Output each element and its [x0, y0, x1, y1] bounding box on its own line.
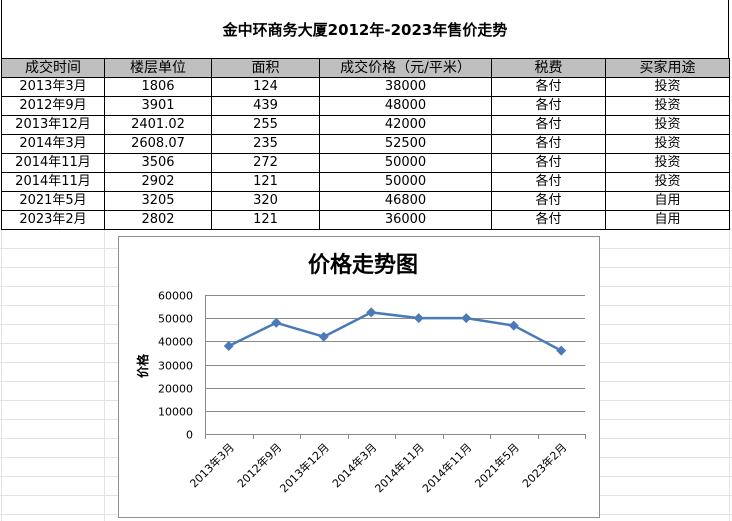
cell-floor-unit: 2802: [104, 210, 212, 230]
cell-tax: 各付: [491, 210, 606, 230]
cell-floor-unit: 2608.07: [104, 134, 212, 154]
cell-price: 36000: [319, 210, 492, 230]
cell-area: 320: [211, 191, 320, 211]
page-title: 金中环商务大厦2012年-2023年售价走势: [1, 0, 729, 58]
x-tick-label: 2014年11月: [372, 440, 427, 495]
cell-buyer-use: 投资: [605, 96, 730, 116]
cell-tax: 各付: [491, 77, 606, 97]
chart-canvas: 价格走势图 价格 0 10000 20000 30000 40000 50000 60000…: [135, 252, 586, 495]
cell-buyer-use: 投资: [605, 115, 730, 135]
cell-area: 121: [211, 210, 320, 230]
sales-table: 成交时间 楼层单位 面积 成交价格（元/平米） 税费 买家用途 2013年3月 …: [1, 58, 730, 230]
cell-buyer-use: 投资: [605, 153, 730, 173]
cell-buyer-use: 投资: [605, 134, 730, 154]
header-price: 成交价格（元/平米）: [319, 58, 492, 78]
data-point-marker: [556, 345, 567, 356]
cell-tax: 各付: [491, 172, 606, 192]
cell-floor-unit: 2401.02: [104, 115, 212, 135]
cell-area: 255: [211, 115, 320, 135]
series-line: [228, 311, 562, 352]
cell-area: 439: [211, 96, 320, 116]
cell-price: 50000: [319, 153, 492, 173]
cell-buyer-use: 自用: [605, 210, 730, 230]
cell-floor-unit: 3506: [104, 153, 212, 173]
x-tick-label: 2021年5月: [472, 440, 522, 490]
cell-floor-unit: 3901: [104, 96, 212, 116]
header-area: 面积: [211, 58, 320, 78]
cell-buyer-use: 自用: [605, 191, 730, 211]
cell-price: 38000: [319, 77, 492, 97]
table-row: 2012年9月 3901 439 48000 各付 投资: [1, 96, 730, 116]
chart-title: 价格走势图: [308, 252, 418, 278]
x-tick-label: 2012年9月: [234, 440, 284, 490]
y-tick-label: 0: [186, 429, 193, 442]
cell-deal-time: 2023年2月: [1, 210, 105, 230]
cell-price: 42000: [319, 115, 492, 135]
x-tick-label: 2014年3月: [329, 440, 379, 490]
cell-deal-time: 2014年11月: [1, 172, 105, 192]
data-point-marker: [413, 313, 424, 324]
table-row: 2014年11月 2902 121 50000 各付 投资: [1, 172, 730, 192]
cell-tax: 各付: [491, 134, 606, 154]
x-tick-label: 2023年2月: [519, 440, 569, 490]
y-axis-label: 价格: [135, 353, 150, 378]
data-point-marker: [508, 320, 519, 331]
cell-buyer-use: 投资: [605, 77, 730, 97]
price-trend-chart[interactable]: 价格走势图 价格 0 10000 20000 30000 40000 50000 60000…: [118, 236, 600, 518]
cell-deal-time: 2013年3月: [1, 77, 105, 97]
cell-deal-time: 2021年5月: [1, 191, 105, 211]
cell-tax: 各付: [491, 191, 606, 211]
cell-floor-unit: 3205: [104, 191, 212, 211]
cell-deal-time: 2014年3月: [1, 134, 105, 154]
x-tick-label: 2013年3月: [187, 440, 237, 490]
y-tick-label: 10000: [158, 406, 193, 419]
cell-deal-time: 2012年9月: [1, 96, 105, 116]
cell-price: 50000: [319, 172, 492, 192]
cell-tax: 各付: [491, 115, 606, 135]
y-tick-label: 60000: [158, 290, 193, 303]
table-row: 2021年5月 3205 320 46800 各付 自用: [1, 191, 730, 211]
y-tick-label: 50000: [158, 313, 193, 326]
cell-area: 124: [211, 77, 320, 97]
cell-floor-unit: 2902: [104, 172, 212, 192]
header-buyer-use: 买家用途: [605, 58, 730, 78]
cell-price: 46800: [319, 191, 492, 211]
header-deal-time: 成交时间: [1, 58, 105, 78]
y-tick-label: 30000: [158, 360, 193, 373]
cell-buyer-use: 投资: [605, 172, 730, 192]
table-row: 2013年12月 2401.02 255 42000 各付 投资: [1, 115, 730, 135]
x-tick-label: 2014年11月: [419, 440, 474, 495]
data-point-marker: [223, 340, 234, 351]
table-row: 2023年2月 2802 121 36000 各付 自用: [1, 210, 730, 230]
cell-tax: 各付: [491, 96, 606, 116]
cell-deal-time: 2013年12月: [1, 115, 105, 135]
data-point-marker: [318, 331, 329, 342]
cell-tax: 各付: [491, 153, 606, 173]
header-tax: 税费: [491, 58, 606, 78]
data-point-marker: [271, 317, 282, 328]
cell-price: 52500: [319, 134, 492, 154]
y-tick-label: 40000: [158, 336, 193, 349]
cell-floor-unit: 1806: [104, 77, 212, 97]
table-row: 2014年3月 2608.07 235 52500 各付 投资: [1, 134, 730, 154]
x-tick-label: 2013年12月: [277, 440, 332, 495]
cell-area: 121: [211, 172, 320, 192]
table-row: 2013年3月 1806 124 38000 各付 投资: [1, 77, 730, 97]
header-floor-unit: 楼层单位: [104, 58, 212, 78]
cell-area: 235: [211, 134, 320, 154]
data-point-marker: [366, 307, 377, 318]
table-header-row: 成交时间 楼层单位 面积 成交价格（元/平米） 税费 买家用途: [1, 58, 730, 78]
cell-deal-time: 2014年11月: [1, 153, 105, 173]
table-row: 2014年11月 3506 272 50000 各付 投资: [1, 153, 730, 173]
cell-price: 48000: [319, 96, 492, 116]
y-tick-label: 20000: [158, 383, 193, 396]
cell-area: 272: [211, 153, 320, 173]
data-point-marker: [461, 313, 472, 324]
